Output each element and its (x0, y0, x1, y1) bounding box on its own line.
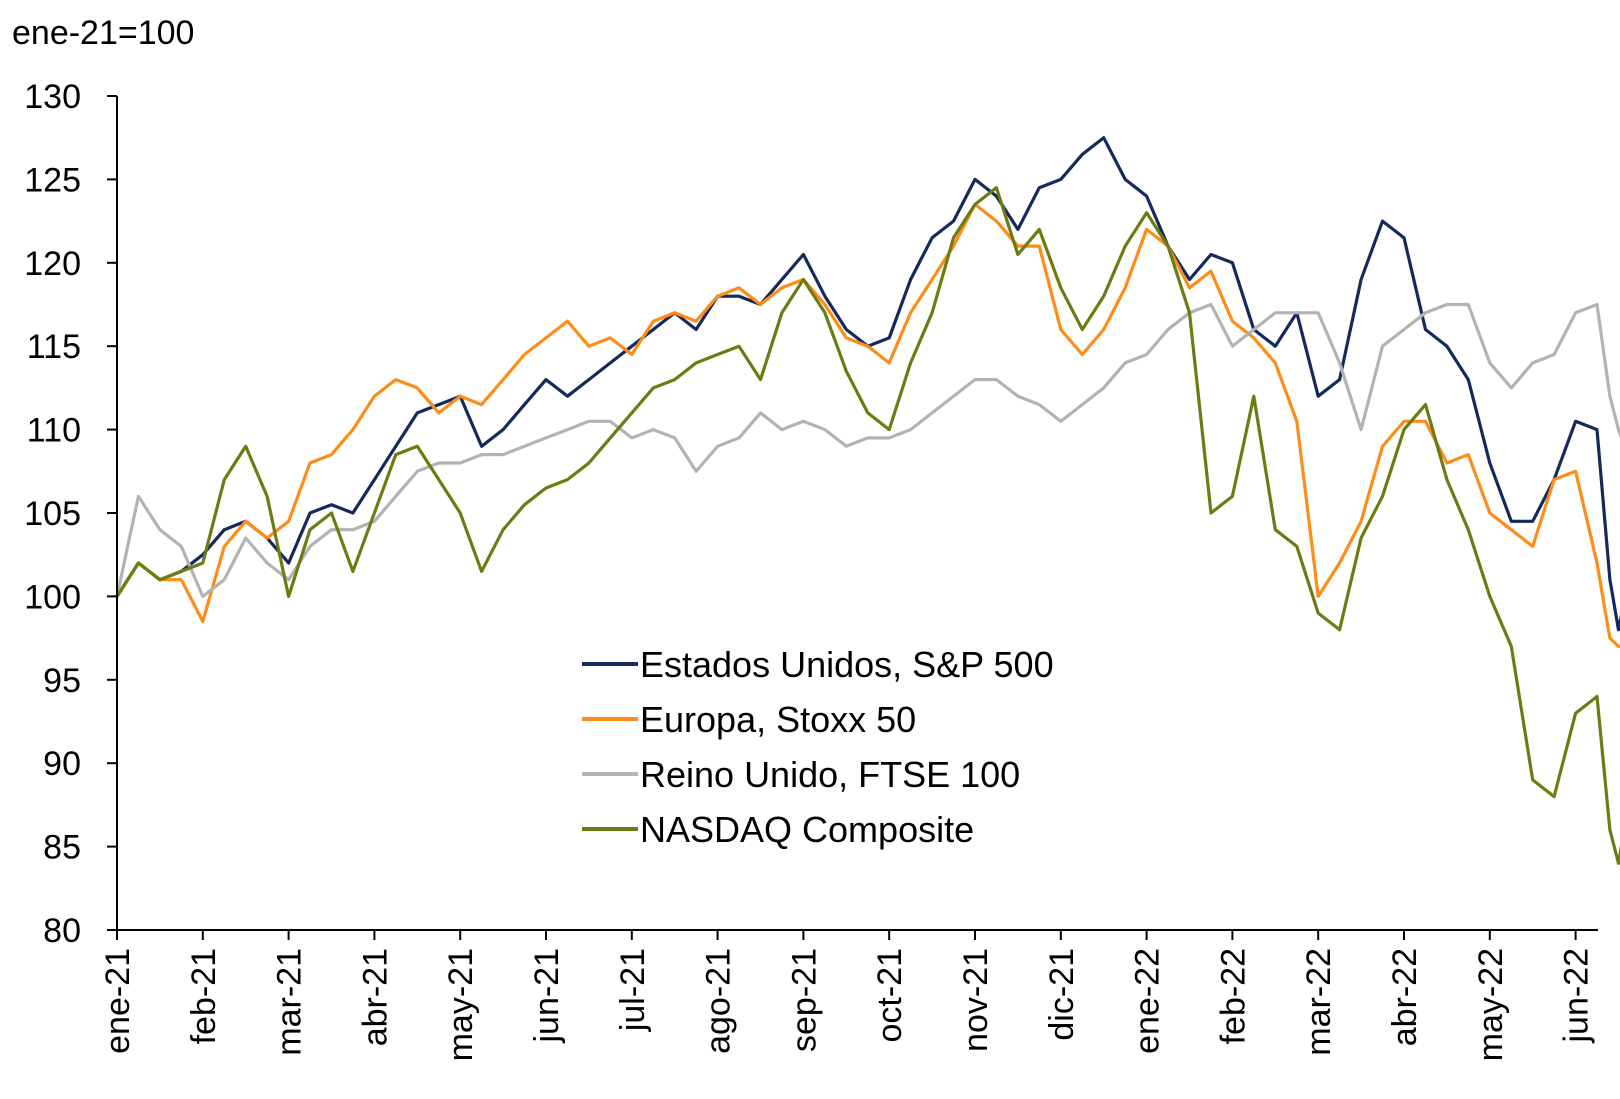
x-tick-label: oct-21 (871, 948, 909, 1043)
legend-label: Reino Unido, FTSE 100 (640, 754, 1020, 795)
y-tick-label: 130 (24, 78, 81, 116)
series-line-4 (115, 186, 1620, 865)
y-tick-label: 115 (27, 328, 81, 366)
series-layer (115, 136, 1620, 865)
x-tick-label: ene-21 (99, 948, 137, 1054)
series-line-1 (115, 136, 1620, 632)
x-tick-label: abr-21 (356, 948, 394, 1046)
x-tick-label: ene-22 (1129, 948, 1167, 1054)
x-tick-label: sep-21 (785, 948, 823, 1052)
legend: Estados Unidos, S&P 500 Europa, Stoxx 50 R… (582, 644, 1054, 850)
x-tick-label: abr-22 (1386, 948, 1424, 1046)
x-tick-label: ago-21 (700, 948, 738, 1054)
x-tick-label: jun-21 (528, 948, 566, 1044)
x-tick-label: mar-22 (1300, 948, 1338, 1056)
y-tick-label: 85 (43, 829, 81, 867)
axes-layer: 80 85 90 95 100 105 110 115 120 125 130 ene-21 feb-2… (24, 78, 1598, 1061)
x-tick-label: nov-21 (957, 948, 995, 1052)
y-tick-label: 110 (27, 412, 81, 450)
x-tick-label: jul-21 (614, 948, 652, 1032)
y-axis-unit-label: ene-21=100 (12, 14, 194, 52)
y-tick-label: 90 (43, 745, 81, 783)
x-tick-label: dic-21 (1043, 948, 1081, 1041)
x-tick-label: may-21 (442, 948, 480, 1061)
x-tick-label: mar-21 (271, 948, 309, 1056)
y-tick-label: 100 (24, 578, 81, 616)
x-tick-label: feb-22 (1214, 948, 1252, 1044)
y-tick-label: 120 (24, 245, 81, 283)
y-tick-label: 105 (24, 495, 81, 533)
x-tick-label: feb-21 (185, 948, 223, 1044)
x-tick-label: jun-22 (1558, 948, 1596, 1044)
legend-label: Estados Unidos, S&P 500 (640, 644, 1054, 685)
x-tick-label: may-22 (1472, 948, 1510, 1061)
y-tick-label: 80 (43, 912, 81, 950)
series-line-3 (115, 302, 1620, 599)
y-tick-label: 95 (43, 662, 81, 700)
series-line-2 (115, 202, 1620, 649)
legend-label: NASDAQ Composite (640, 809, 974, 850)
legend-label: Europa, Stoxx 50 (640, 699, 916, 740)
y-tick-label: 125 (24, 161, 81, 199)
